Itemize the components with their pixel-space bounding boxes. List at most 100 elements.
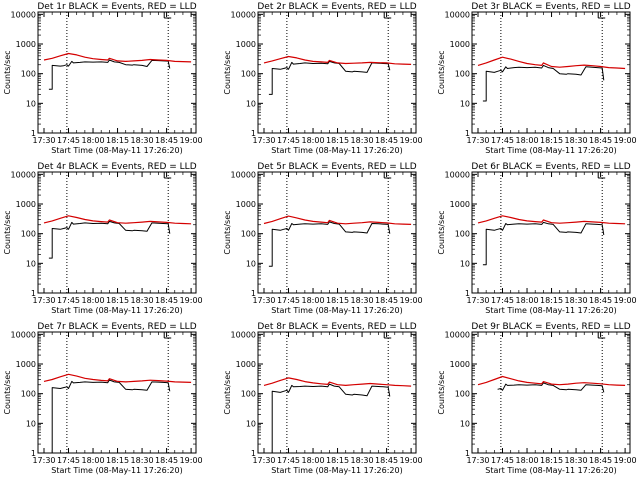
- chart-panel-5: Det 5r BLACK = Events, RED = LLD 1 10 100 10…: [223, 162, 423, 315]
- chart-title: Det 5r BLACK = Events, RED = LLD: [257, 162, 416, 172]
- chart-panel-7: Det 7r BLACK = Events, RED = LLD 1 10 100 10…: [3, 322, 203, 475]
- plot-frame: [37, 11, 197, 134]
- y-tick-label: 1: [31, 449, 36, 458]
- y-axis-label: Counts/sec: [437, 210, 446, 254]
- x-axis-label: Start Time (08-May-11 17:26:20): [271, 146, 402, 155]
- x-tick-label: 19:00: [400, 136, 423, 145]
- x-tick-label: 17:45: [57, 456, 80, 465]
- y-tick-label: 100: [455, 70, 470, 79]
- x-tick-label: 19:00: [614, 456, 637, 465]
- lld-series-line: [263, 55, 412, 65]
- events-series-line: [268, 60, 391, 95]
- x-tick-label: 17:45: [57, 136, 80, 145]
- x-tick-label: 17:30: [32, 296, 55, 305]
- plot-frame: [257, 171, 417, 294]
- y-tick-label: 100: [21, 70, 36, 79]
- x-axis-label: Start Time (08-May-11 17:26:20): [485, 306, 616, 315]
- x-tick-label: 19:00: [180, 296, 203, 305]
- chart-panel-1: Det 1r BLACK = Events, RED = LLD 1 10 100 10…: [3, 2, 203, 155]
- x-tick-label: 18:00: [515, 456, 538, 465]
- x-tick-label: 17:30: [32, 136, 55, 145]
- chart-panel-9: Det 9r BLACK = Events, RED = LLD 1 10 100 10…: [437, 322, 637, 475]
- lld-series-line: [263, 377, 412, 387]
- chart-panel-6: Det 6r BLACK = Events, RED = LLD 1 10 100 10…: [437, 162, 637, 315]
- y-tick-label: 10000: [445, 170, 470, 179]
- x-tick-label: 19:00: [180, 456, 203, 465]
- y-tick-label: 1000: [16, 360, 36, 369]
- x-tick-label: 17:45: [491, 456, 514, 465]
- y-tick-label: 10: [460, 259, 470, 268]
- lld-series-line: [43, 373, 192, 383]
- y-tick-label: 10: [246, 259, 256, 268]
- events-series-line: [48, 379, 171, 454]
- x-tick-label: 18:30: [131, 296, 154, 305]
- y-axis-label: Counts/sec: [3, 370, 12, 414]
- x-tick-label: 18:30: [131, 136, 154, 145]
- lld-series-line: [43, 52, 192, 63]
- events-series-line: [482, 64, 605, 102]
- y-tick-label: 10: [246, 99, 256, 108]
- x-tick-label: 17:45: [277, 456, 300, 465]
- y-tick-label: 1000: [450, 200, 470, 209]
- chart-title: Det 9r BLACK = Events, RED = LLD: [471, 322, 630, 332]
- x-tick-label: 18:30: [565, 136, 588, 145]
- x-tick-label: 18:00: [301, 136, 324, 145]
- y-tick-label: 10000: [231, 10, 256, 19]
- x-tick-label: 17:45: [57, 296, 80, 305]
- plot-frame: [471, 11, 631, 134]
- x-tick-label: 17:45: [277, 296, 300, 305]
- x-tick-label: 18:45: [375, 296, 398, 305]
- x-tick-label: 17:30: [252, 136, 275, 145]
- y-tick-label: 1000: [16, 200, 36, 209]
- x-tick-label: 18:45: [155, 296, 178, 305]
- x-axis-label: Start Time (08-May-11 17:26:20): [485, 146, 616, 155]
- x-tick-label: 18:15: [326, 296, 349, 305]
- events-series-line: [497, 382, 605, 393]
- y-axis-label: Counts/sec: [223, 210, 232, 254]
- chart-title: Det 4r BLACK = Events, RED = LLD: [37, 162, 196, 172]
- x-axis-label: Start Time (08-May-11 17:26:20): [51, 466, 182, 475]
- y-tick-label: 10: [460, 99, 470, 108]
- lld-series-line: [477, 215, 626, 225]
- chart-title: Det 3r BLACK = Events, RED = LLD: [471, 2, 630, 12]
- lld-series-line: [43, 215, 192, 225]
- chart-panel-4: Det 4r BLACK = Events, RED = LLD 1 10 100 10…: [3, 162, 203, 315]
- y-tick-label: 10000: [11, 10, 36, 19]
- x-axis-label: Start Time (08-May-11 17:26:20): [51, 306, 182, 315]
- y-tick-label: 10: [26, 99, 36, 108]
- x-axis-label: Start Time (08-May-11 17:26:20): [485, 466, 616, 475]
- plot-frame: [471, 171, 631, 294]
- events-series-line: [482, 221, 605, 266]
- y-tick-label: 100: [21, 230, 36, 239]
- chart-title: Det 7r BLACK = Events, RED = LLD: [37, 322, 196, 332]
- y-tick-label: 1000: [236, 40, 256, 49]
- y-axis-label: Counts/sec: [3, 210, 12, 254]
- y-tick-label: 10000: [11, 170, 36, 179]
- lld-series-line: [263, 215, 412, 225]
- y-tick-label: 1000: [450, 40, 470, 49]
- x-tick-label: 18:45: [589, 136, 612, 145]
- x-axis-label: Start Time (08-May-11 17:26:20): [271, 466, 402, 475]
- x-tick-label: 17:30: [252, 296, 275, 305]
- y-axis-label: Counts/sec: [223, 50, 232, 94]
- y-tick-label: 1000: [236, 200, 256, 209]
- y-axis-label: Counts/sec: [437, 50, 446, 94]
- x-tick-label: 17:30: [252, 456, 275, 465]
- y-tick-label: 1: [251, 449, 256, 458]
- x-tick-label: 19:00: [614, 136, 637, 145]
- x-tick-label: 19:00: [614, 296, 637, 305]
- x-tick-label: 17:30: [466, 296, 489, 305]
- chart-title: Det 2r BLACK = Events, RED = LLD: [257, 2, 416, 12]
- x-tick-label: 18:00: [301, 296, 324, 305]
- y-tick-label: 10: [26, 419, 36, 428]
- x-tick-label: 18:45: [375, 456, 398, 465]
- x-tick-label: 18:00: [515, 136, 538, 145]
- y-tick-label: 1: [251, 289, 256, 298]
- x-tick-label: 18:45: [155, 456, 178, 465]
- y-tick-label: 1: [465, 289, 470, 298]
- y-tick-label: 1: [31, 129, 36, 138]
- x-tick-label: 18:45: [589, 456, 612, 465]
- lld-series-line: [477, 375, 626, 386]
- x-tick-label: 17:45: [491, 136, 514, 145]
